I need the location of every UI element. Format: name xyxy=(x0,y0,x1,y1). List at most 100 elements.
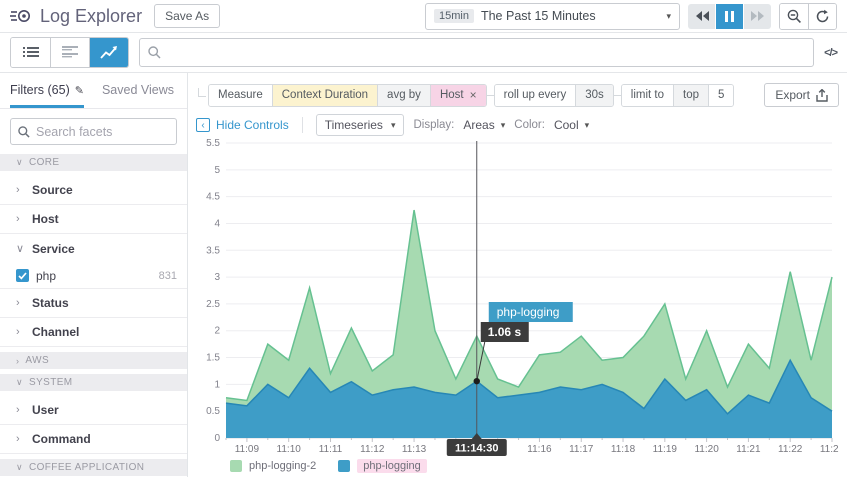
y-axis-label: 5.5 xyxy=(206,138,220,149)
x-axis-label: 11:23 xyxy=(820,444,839,455)
crosshair-time-text: 11:14:30 xyxy=(455,443,498,455)
facet-section-aws[interactable]: › AWS xyxy=(0,352,187,369)
facet-item-host[interactable]: › Host xyxy=(0,205,187,234)
grouped-list-view-button[interactable] xyxy=(50,38,89,67)
facet-item-service[interactable]: ∨ Service xyxy=(0,234,187,263)
facet-item-command[interactable]: › Command xyxy=(0,425,187,454)
series-area-php-logging-2[interactable] xyxy=(226,210,832,438)
query-chip-avg-by[interactable]: avg by xyxy=(377,84,430,106)
facet-item-channel[interactable]: › Channel xyxy=(0,318,187,347)
series-line-php-logging xyxy=(225,358,833,415)
x-axis-label: 11:21 xyxy=(736,444,761,455)
time-range-select[interactable]: 15min The Past 15 Minutes ▾ xyxy=(425,2,680,30)
list-view-button[interactable] xyxy=(11,38,50,67)
chevron-down-icon: ∨ xyxy=(16,377,23,387)
chevron-down-icon: ▾ xyxy=(584,119,590,130)
remove-host-icon[interactable]: × xyxy=(469,88,477,102)
pause-button[interactable] xyxy=(716,3,743,29)
tab-saved-views[interactable]: Saved Views xyxy=(102,83,174,108)
export-button[interactable]: Export xyxy=(764,83,839,107)
code-view-icon[interactable]: </> xyxy=(824,46,838,59)
hide-controls-button[interactable]: ‹ Hide Controls xyxy=(196,118,289,132)
y-axis-label: 0.5 xyxy=(206,406,220,417)
log-explorer-logo-icon xyxy=(10,10,30,22)
facet-list: ∨ CORE › Source › Host ∨ Service php 831 › Status › C… xyxy=(0,154,187,477)
facet-section-label: SYSTEM xyxy=(29,377,73,388)
fast-forward-button[interactable] xyxy=(744,3,771,29)
series-line-php-logging-2 xyxy=(225,209,833,402)
facet-section-label: COFFEE APPLICATION xyxy=(29,462,145,473)
facet-search-box xyxy=(10,118,177,145)
x-axis-label: 11:17 xyxy=(569,444,594,455)
timeseries-chart[interactable]: 0 0.5 1 1.5 2 2.5 3 3.5 4 4.5 5 5.5 11:09 11:10 11:11 1… xyxy=(196,136,845,458)
facet-search-input[interactable] xyxy=(36,124,166,139)
facet-item-label: Host xyxy=(32,212,59,226)
query-chip-limit-to[interactable]: limit to xyxy=(621,84,674,106)
query-chip-context-duration[interactable]: Context Duration xyxy=(271,84,378,106)
display-select[interactable]: Areas ▾ xyxy=(463,118,505,132)
chevron-right-icon: › xyxy=(16,326,20,338)
facet-item-user[interactable]: › User xyxy=(0,396,187,425)
view-toggle-group xyxy=(10,37,129,68)
top-bar: Log Explorer Save As 15min The Past 15 M… xyxy=(0,0,847,33)
legend-swatch-php-logging xyxy=(338,460,351,472)
y-axis-label: 5 xyxy=(214,165,220,176)
query-chip-30s[interactable]: 30s xyxy=(575,84,613,106)
y-axis-label: 1.5 xyxy=(206,353,220,364)
query-chip-5[interactable]: 5 xyxy=(708,84,734,106)
query-chip-measure[interactable]: Measure xyxy=(209,84,272,106)
x-axis-label: 11:12 xyxy=(360,444,385,455)
viz-type-select[interactable]: Timeseries ▾ xyxy=(315,114,405,136)
chart-zoom-refresh-group xyxy=(779,2,837,30)
crosshair-badge-arrow xyxy=(471,433,482,439)
facet-section-coffee-application[interactable]: ∨ COFFEE APPLICATION xyxy=(0,459,187,476)
refresh-button[interactable] xyxy=(808,3,836,29)
x-axis-label: 11:19 xyxy=(653,444,678,455)
facet-section-label: CORE xyxy=(29,157,60,168)
facet-item-source[interactable]: › Source xyxy=(0,176,187,205)
tab-filters[interactable]: Filters (65) ✎ xyxy=(10,83,84,108)
chart-panel: Measure Context Duration avg by Host × roll u… xyxy=(188,73,847,477)
save-as-button[interactable]: Save As xyxy=(154,4,221,28)
y-axis-label: 4.5 xyxy=(206,192,220,203)
chevron-right-icon: › xyxy=(16,213,20,225)
fast-forward-icon xyxy=(750,11,764,21)
page-title: Log Explorer xyxy=(40,5,143,26)
legend-item-php-logging[interactable]: php-logging xyxy=(338,459,427,473)
time-range-badge: 15min xyxy=(434,9,474,23)
crosshair-time-badge xyxy=(446,439,507,456)
chevron-right-icon: › xyxy=(16,297,20,309)
facet-item-label: Source xyxy=(32,183,73,197)
query-chips: Measure Context Duration avg by Host × roll u… xyxy=(208,83,735,107)
query-chip-host[interactable]: Host × xyxy=(429,84,486,106)
query-chip-top[interactable]: top xyxy=(673,84,709,106)
edit-filters-icon[interactable]: ✎ xyxy=(74,84,84,97)
color-select[interactable]: Cool ▾ xyxy=(554,118,589,132)
time-range-label: The Past 15 Minutes xyxy=(480,9,596,23)
zoom-out-button[interactable] xyxy=(780,3,808,29)
x-axis-label: 11:11 xyxy=(319,444,343,455)
chevron-down-icon: ▾ xyxy=(390,119,396,130)
divider xyxy=(301,117,303,133)
legend-swatch-php-logging-2 xyxy=(230,460,242,472)
series-area-php-logging[interactable] xyxy=(226,360,832,438)
checkbox-php-checked[interactable] xyxy=(16,269,29,282)
legend-item-php-logging-2[interactable]: php-logging-2 xyxy=(230,460,316,472)
facet-value-php: php 831 xyxy=(0,263,187,289)
log-search-input[interactable] xyxy=(167,45,806,60)
facet-item-label: Channel xyxy=(32,325,80,339)
facet-section-core[interactable]: ∨ CORE xyxy=(0,154,187,171)
color-value: Cool xyxy=(553,118,579,132)
x-axis-label: 11:20 xyxy=(694,444,719,455)
search-row: </> xyxy=(0,33,847,73)
chip-group-connector xyxy=(613,94,621,96)
facet-item-status[interactable]: › Status xyxy=(0,289,187,318)
log-search-box xyxy=(139,38,815,67)
facet-section-system[interactable]: ∨ SYSTEM xyxy=(0,374,187,391)
query-chip-roll-up-every[interactable]: roll up every xyxy=(494,84,576,106)
rewind-button[interactable] xyxy=(688,3,715,29)
x-axis-label: 11:18 xyxy=(611,444,636,455)
timeseries-view-button[interactable] xyxy=(89,38,128,67)
chevron-down-icon: ∨ xyxy=(16,243,25,255)
chevron-right-icon: › xyxy=(16,355,20,366)
